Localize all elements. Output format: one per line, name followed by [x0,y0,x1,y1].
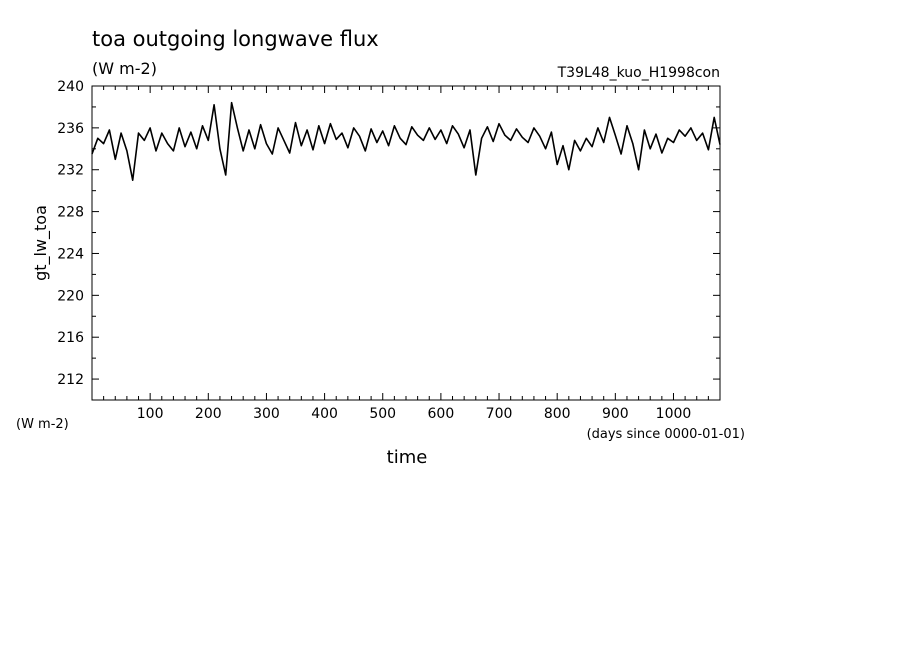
y-tick-label: 220 [57,288,84,304]
chart-subtitle: (W m-2) [92,59,157,78]
x-tick-label: 100 [137,406,164,422]
x-tick-label: 400 [311,406,338,422]
x-tick-label: 500 [369,406,396,422]
y-tick-label: 228 [57,205,84,221]
x-axis-unit: (days since 0000-01-01) [587,427,745,442]
y-tick-label: 212 [57,372,84,388]
series-line-0 [91,101,721,181]
y-tick-label: 232 [57,163,84,179]
y-axis-unit: (W m-2) [16,417,69,432]
y-tick-label: 216 [57,330,84,346]
x-tick-label: 200 [195,406,222,422]
chart-annotation: T39L48_kuo_H1998con [557,65,720,81]
y-tick-label: 236 [57,121,84,137]
y-tick-label: 224 [57,246,84,262]
x-tick-label: 300 [253,406,280,422]
plot-area: 100 200 300 400 500 600 700 800 900 1000 212 216 220… [57,79,721,422]
x-tick-label: 700 [486,406,513,422]
chart-title: toa outgoing longwave flux [92,27,379,51]
x-axis-label: time [387,447,428,468]
y-axis-label: gt_lw_toa [31,205,51,281]
x-tick-label: 900 [602,406,629,422]
x-tick-label: 600 [428,406,455,422]
x-tick-label: 1000 [656,406,692,422]
x-tick-label: 800 [544,406,571,422]
y-tick-label: 240 [57,79,84,95]
